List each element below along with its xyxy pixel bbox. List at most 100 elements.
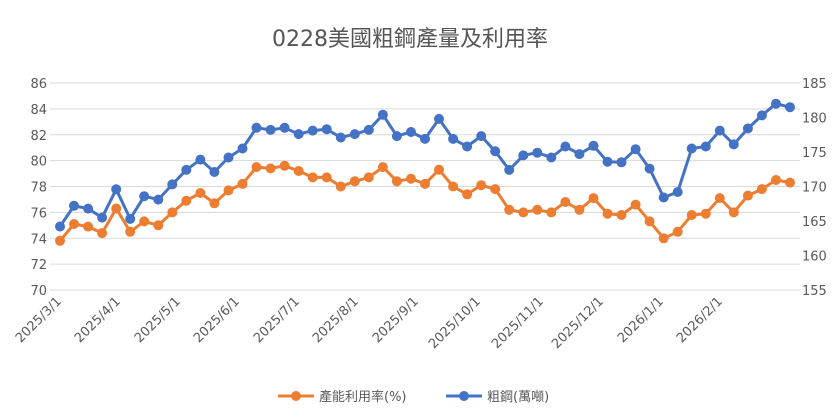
data-point[interactable]: [97, 212, 108, 223]
data-point[interactable]: [377, 109, 388, 120]
data-point[interactable]: [83, 203, 94, 214]
data-point[interactable]: [111, 203, 122, 214]
data-point[interactable]: [771, 175, 781, 185]
data-point[interactable]: [462, 141, 473, 152]
data-point[interactable]: [349, 129, 360, 140]
data-point[interactable]: [406, 173, 416, 184]
data-point[interactable]: [588, 193, 599, 204]
data-point[interactable]: [237, 143, 248, 154]
data-point[interactable]: [616, 210, 627, 220]
data-point[interactable]: [167, 179, 178, 190]
data-point[interactable]: [602, 208, 613, 219]
data-point[interactable]: [630, 199, 641, 210]
data-point[interactable]: [293, 129, 304, 140]
data-point[interactable]: [546, 207, 557, 218]
data-point[interactable]: [181, 164, 192, 175]
data-point[interactable]: [658, 233, 669, 244]
data-point[interactable]: [139, 191, 150, 202]
data-point[interactable]: [714, 193, 725, 204]
data-point[interactable]: [97, 228, 108, 239]
data-point[interactable]: [574, 204, 585, 215]
data-point[interactable]: [391, 131, 402, 142]
data-point[interactable]: [742, 123, 753, 134]
data-point[interactable]: [363, 124, 374, 135]
data-point[interactable]: [125, 213, 136, 224]
data-point[interactable]: [560, 197, 571, 207]
data-point[interactable]: [167, 207, 178, 218]
data-point[interactable]: [518, 207, 529, 218]
data-point[interactable]: [251, 122, 262, 133]
data-point[interactable]: [181, 195, 192, 206]
data-point[interactable]: [195, 154, 206, 165]
data-point[interactable]: [588, 140, 599, 151]
data-point[interactable]: [785, 177, 795, 188]
data-point[interactable]: [434, 164, 444, 175]
data-point[interactable]: [672, 226, 683, 237]
data-point[interactable]: [321, 124, 332, 135]
data-point[interactable]: [546, 152, 557, 163]
data-point[interactable]: [293, 166, 304, 176]
data-point[interactable]: [728, 207, 739, 218]
data-point[interactable]: [55, 221, 65, 232]
data-point[interactable]: [321, 172, 332, 183]
data-point[interactable]: [476, 180, 487, 191]
data-point[interactable]: [700, 208, 711, 219]
data-point[interactable]: [279, 122, 290, 133]
data-point[interactable]: [504, 164, 515, 175]
data-point[interactable]: [251, 162, 262, 173]
data-point[interactable]: [616, 157, 627, 168]
data-point[interactable]: [223, 185, 234, 196]
data-point[interactable]: [742, 190, 753, 201]
data-point[interactable]: [728, 139, 739, 150]
data-point[interactable]: [279, 160, 290, 171]
data-point[interactable]: [111, 184, 122, 195]
data-point[interactable]: [83, 221, 94, 232]
data-point[interactable]: [377, 162, 388, 173]
data-point[interactable]: [476, 131, 487, 142]
data-point[interactable]: [532, 204, 543, 215]
data-point[interactable]: [335, 132, 346, 143]
data-point[interactable]: [574, 149, 585, 160]
data-point[interactable]: [55, 235, 65, 246]
data-point[interactable]: [504, 204, 515, 215]
data-point[interactable]: [771, 98, 781, 109]
data-point[interactable]: [265, 124, 276, 135]
legend-item-utilization[interactable]: 產能利用率(%): [278, 389, 407, 405]
data-point[interactable]: [490, 184, 501, 195]
data-point[interactable]: [462, 189, 473, 200]
data-point[interactable]: [349, 176, 360, 187]
data-point[interactable]: [644, 216, 655, 227]
data-point[interactable]: [714, 125, 725, 136]
data-point[interactable]: [602, 156, 613, 167]
data-point[interactable]: [785, 102, 795, 113]
data-point[interactable]: [69, 219, 79, 229]
data-point[interactable]: [209, 167, 220, 177]
data-point[interactable]: [532, 147, 543, 158]
data-point[interactable]: [420, 133, 430, 144]
data-point[interactable]: [756, 110, 767, 121]
data-point[interactable]: [265, 163, 276, 174]
data-point[interactable]: [434, 113, 444, 124]
data-point[interactable]: [237, 178, 248, 189]
data-point[interactable]: [125, 226, 136, 237]
data-point[interactable]: [686, 210, 697, 220]
data-point[interactable]: [391, 176, 402, 187]
data-point[interactable]: [658, 192, 669, 203]
data-point[interactable]: [518, 150, 529, 161]
data-point[interactable]: [307, 172, 318, 183]
data-point[interactable]: [307, 125, 318, 136]
data-point[interactable]: [153, 194, 164, 205]
data-point[interactable]: [644, 163, 655, 174]
data-point[interactable]: [139, 216, 150, 227]
data-point[interactable]: [686, 143, 697, 154]
legend-item-crude-steel[interactable]: 粗鋼(萬噸): [446, 390, 549, 405]
data-point[interactable]: [223, 152, 234, 163]
data-point[interactable]: [756, 184, 767, 195]
data-point[interactable]: [195, 188, 206, 198]
data-point[interactable]: [560, 141, 571, 152]
data-point[interactable]: [672, 187, 683, 197]
data-point[interactable]: [363, 172, 374, 183]
data-point[interactable]: [420, 178, 430, 189]
data-point[interactable]: [630, 144, 641, 155]
data-point[interactable]: [335, 181, 346, 192]
